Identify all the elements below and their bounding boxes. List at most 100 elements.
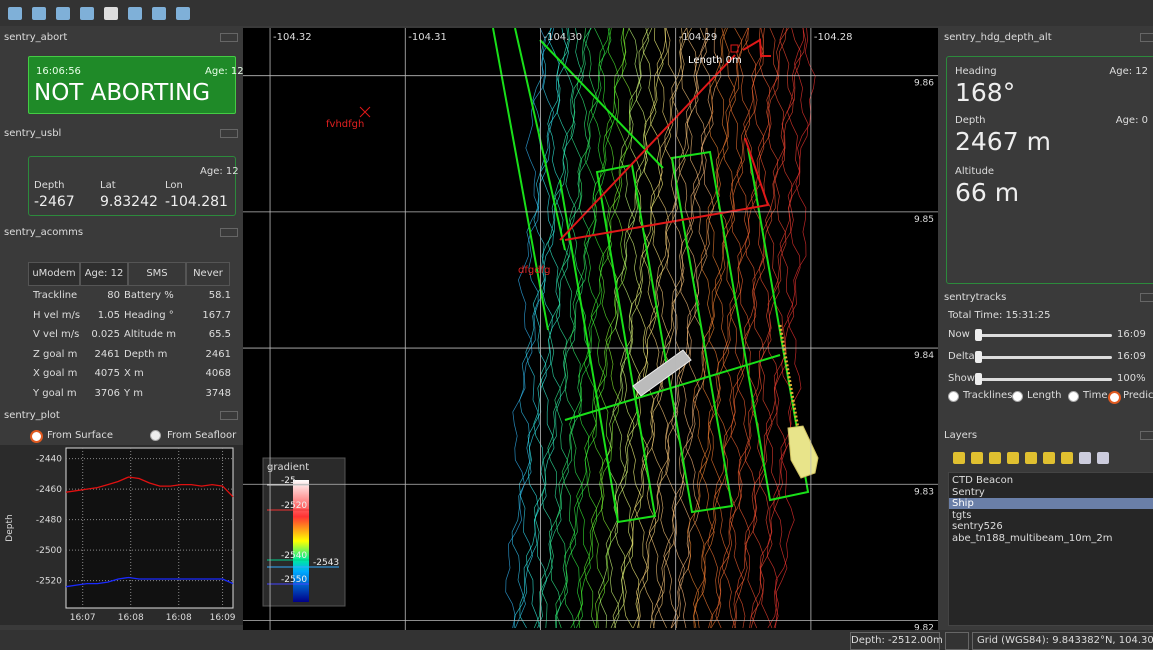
layer-tool[interactable] [953, 452, 965, 464]
layer-item[interactable]: Ship [949, 498, 1153, 509]
radio-button[interactable] [150, 430, 161, 441]
panel-title: sentry_plot [4, 410, 60, 421]
y-axis-label: Depth [5, 514, 15, 541]
toolbar-icon[interactable] [152, 7, 166, 20]
acomms-label: H vel m/s [33, 309, 81, 321]
layer-item[interactable]: tgts [952, 509, 972, 521]
abort-time: 16:06:56 [36, 66, 81, 77]
slider-handle[interactable] [975, 329, 982, 341]
toolbar-icon[interactable] [80, 7, 94, 20]
slider-handle[interactable] [975, 373, 982, 385]
panel-title: sentry_acomms [4, 227, 84, 238]
layer-item[interactable]: abe_tn188_multibeam_10m_2m [952, 532, 1113, 544]
panel-buttons[interactable] [220, 129, 238, 138]
acomms-tab[interactable]: Never [186, 262, 230, 286]
layer-tool[interactable] [1007, 452, 1019, 464]
y-tick-label: -2520 [36, 577, 62, 587]
acomms-tab[interactable]: uModem [28, 262, 80, 286]
usbl-value: -2467 [34, 194, 75, 210]
toolbar-icon[interactable] [8, 7, 22, 20]
layer-tool[interactable] [1025, 452, 1037, 464]
slider-label: Delta [948, 351, 975, 362]
layer-tool[interactable] [1097, 452, 1109, 464]
contour [578, 28, 619, 629]
acomms-label: V vel m/s [33, 329, 80, 340]
contour [533, 28, 570, 629]
slider-track [976, 334, 1112, 337]
toolbar-icon[interactable] [104, 7, 118, 20]
lat-label: 9.82 [914, 623, 934, 630]
y-tick-label: -2480 [36, 516, 62, 526]
acomms-value: 65.5 [208, 329, 231, 340]
panel-buttons[interactable] [1140, 431, 1153, 440]
panel-buttons[interactable] [1140, 293, 1153, 302]
acomms-tab[interactable]: SMS [128, 262, 186, 286]
red-track [742, 38, 771, 57]
planned-track [359, 38, 771, 241]
contour [751, 28, 794, 629]
radio-button[interactable] [1012, 391, 1023, 402]
contour [744, 28, 787, 629]
tracks-total: Total Time: 15:31:25 [948, 310, 1051, 321]
acomms-value: 3706 [94, 387, 120, 399]
radio-button[interactable] [1068, 391, 1079, 402]
layer-tool[interactable] [971, 452, 983, 464]
panel-buttons[interactable] [1140, 33, 1153, 42]
status-bar [0, 630, 1153, 650]
panel-buttons[interactable] [220, 33, 238, 42]
acomms-label: Heading ° [124, 309, 174, 321]
y-tick-label: -2440 [36, 455, 62, 465]
layer-item[interactable]: Sentry [952, 486, 985, 498]
layer-tool[interactable] [1043, 452, 1055, 464]
acomms-tab[interactable]: Age: 12 [80, 262, 128, 286]
layer-item[interactable]: CTD Beacon [952, 475, 1014, 486]
contour [656, 28, 699, 629]
track-line [539, 39, 664, 169]
map-view[interactable]: gradient -25 -2520 -2540 -2543 -2550 -104.32 -… [243, 28, 938, 630]
layer-item[interactable]: sentry526 [952, 521, 1003, 532]
contour [749, 28, 789, 629]
target-x [359, 106, 371, 118]
toolbar-icon[interactable] [128, 7, 142, 20]
depth-line [65, 476, 234, 498]
contour [519, 28, 561, 629]
panel-title: sentry_hdg_depth_alt [944, 32, 1052, 43]
contour [570, 28, 613, 629]
contour [707, 28, 749, 629]
acomms-value: 4075 [94, 368, 120, 379]
slider-track [976, 356, 1112, 359]
radio-label: From Seafloor [167, 430, 237, 441]
radio-button[interactable] [30, 430, 43, 443]
contour [693, 28, 736, 629]
layer-tool[interactable] [989, 452, 1001, 464]
hdg-label: Depth [955, 115, 986, 126]
acomms-label: Depth m [124, 348, 168, 360]
x-tick-label: 16:07 [70, 613, 96, 623]
lon-label: -104.29 [679, 32, 718, 43]
usbl-value: 9.83242 [100, 194, 158, 210]
layer-tool[interactable] [1079, 452, 1091, 464]
legend-label: -2543 [313, 558, 339, 568]
depth-line [65, 576, 234, 588]
map-annotation: fvhdfgh [326, 119, 364, 130]
toolbar-icon[interactable] [56, 7, 70, 20]
y-tick-label: -2460 [36, 485, 62, 495]
radio-label: From Surface [47, 430, 114, 441]
panel-buttons[interactable] [220, 228, 238, 237]
hdg-age: Age: 0 [1115, 115, 1148, 126]
slider-handle[interactable] [975, 351, 982, 363]
lat-label: 9.83 [914, 487, 934, 497]
radio-button[interactable] [948, 391, 959, 402]
layer-tool[interactable] [1061, 452, 1073, 464]
usbl-header: Lat [100, 180, 116, 191]
usbl-value: -104.281 [165, 194, 228, 210]
panel-buttons[interactable] [220, 411, 238, 420]
slider-value: 16:09 [1117, 351, 1146, 362]
contour [554, 28, 592, 629]
toolbar [0, 0, 1153, 26]
toolbar-icon[interactable] [176, 7, 190, 20]
radio-button[interactable] [1108, 391, 1121, 404]
toolbar-icon[interactable] [32, 7, 46, 20]
ship-track [778, 324, 802, 441]
